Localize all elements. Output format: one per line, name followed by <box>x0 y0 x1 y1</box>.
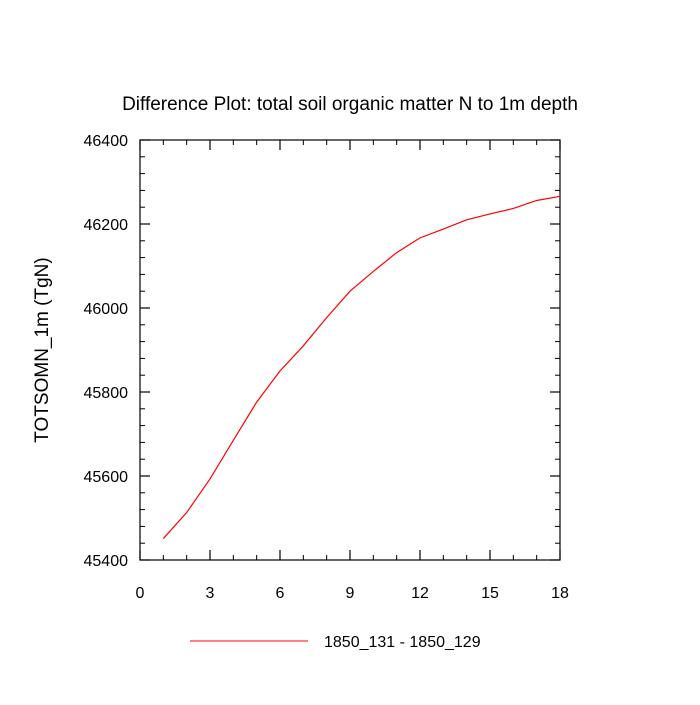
chart-title: Difference Plot: total soil organic matt… <box>122 94 578 115</box>
y-tick-label: 45800 <box>84 385 129 402</box>
x-tick-label: 3 <box>206 585 215 602</box>
x-tick-label: 12 <box>411 585 429 602</box>
x-tick-label: 6 <box>276 585 285 602</box>
x-tick-label: 18 <box>551 585 569 602</box>
legend-label: 1850_131 - 1850_129 <box>324 634 481 651</box>
plot-frame <box>139 139 561 561</box>
y-tick-label: 45600 <box>84 469 129 486</box>
y-tick-label: 46000 <box>84 301 129 318</box>
y-axis-label: TOTSOMN_1m (TgN) <box>32 257 53 442</box>
series-line <box>162 195 561 539</box>
y-tick-label: 46200 <box>84 217 129 234</box>
x-tick-label: 0 <box>136 585 145 602</box>
y-tick-label: 46400 <box>84 133 129 150</box>
x-tick-label: 15 <box>481 585 499 602</box>
x-tick-label: 9 <box>346 585 355 602</box>
legend: 1850_131 - 1850_129 <box>190 634 481 651</box>
plot-area: 0 3 6 9 12 15 18 45400 45600 45800 46000 46200 46400 <box>84 133 570 602</box>
y-tick-label: 45400 <box>84 553 129 570</box>
